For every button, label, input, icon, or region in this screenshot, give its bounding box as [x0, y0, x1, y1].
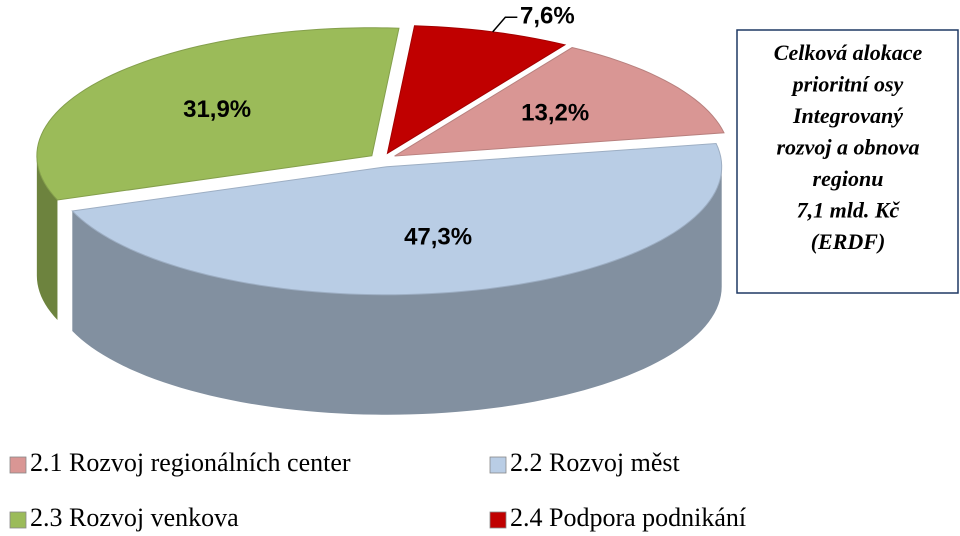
- legend-label: 2.2 Rozvoj měst: [510, 448, 680, 477]
- annotation-line: 7,1 mld. Kč: [797, 198, 901, 223]
- slice: [394, 46, 725, 157]
- annotation-line: (ERDF): [811, 229, 886, 254]
- legend-label: 2.4 Podpora podnikání: [510, 503, 746, 532]
- data-label: 47,3%: [404, 224, 472, 251]
- legend-label: 2.1 Rozvoj regionálních center: [30, 448, 351, 477]
- data-label: 31,9%: [183, 96, 251, 123]
- data-label: 13,2%: [521, 100, 589, 127]
- annotation-line: prioritní osy: [791, 72, 904, 97]
- legend-swatch: [9, 511, 27, 529]
- leader-line: [492, 16, 518, 33]
- annotation-line: rozvoj a obnova: [777, 135, 920, 160]
- legend-label: 2.3 Rozvoj venkova: [30, 503, 239, 532]
- legend-swatch: [9, 456, 27, 474]
- legend-swatch: [489, 456, 507, 474]
- slice: [71, 142, 723, 296]
- data-label: 7,6%: [520, 3, 575, 30]
- slice: [386, 25, 567, 155]
- slice-side: [36, 155, 58, 320]
- slice: [36, 27, 400, 201]
- annotation-box: [736, 29, 959, 294]
- annotation-line: Integrovaný: [792, 103, 903, 128]
- slice-side: [72, 166, 722, 415]
- annotation-line: Celková alokace: [774, 40, 923, 65]
- annotation-line: regionu: [813, 166, 884, 191]
- legend-swatch: [489, 511, 507, 529]
